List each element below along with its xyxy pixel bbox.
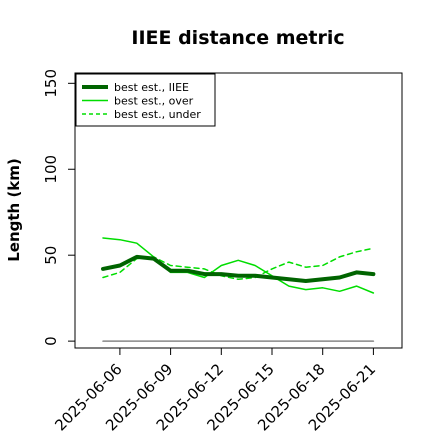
series-line-2	[102, 247, 375, 281]
y-tick-label: 0	[42, 336, 60, 346]
y-tick-label: 100	[42, 155, 60, 184]
legend-label: best est., over	[114, 95, 194, 108]
chart-title: IIEE distance metric	[131, 27, 344, 49]
y-axis: 0 50 100 150	[42, 69, 75, 346]
legend-label: best est., IIEE	[114, 81, 189, 94]
y-tick-label: 50	[42, 246, 60, 265]
legend-label: best est., under	[114, 108, 201, 121]
series-layer	[101, 237, 376, 342]
x-axis: 2025-06-062025-06-092025-06-122025-06-15…	[51, 348, 379, 434]
y-tick-label: 150	[42, 69, 60, 98]
plot-frame	[74, 72, 403, 349]
series-line-1	[102, 237, 375, 294]
y-axis-label: Length (km)	[5, 158, 23, 262]
series-line-0	[101, 254, 376, 283]
